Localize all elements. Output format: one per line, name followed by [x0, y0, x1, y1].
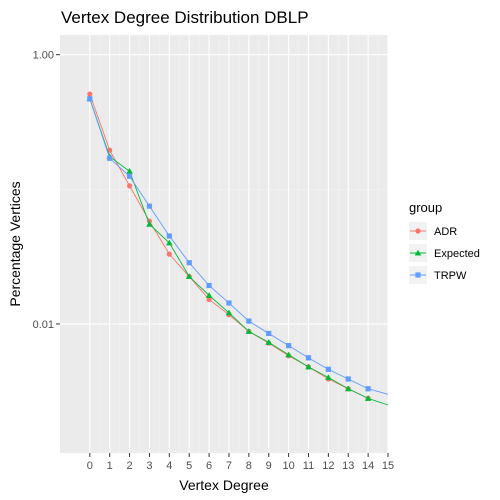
- data-point-trpw: [345, 376, 351, 382]
- data-point-expected: [225, 309, 233, 316]
- data-point-trpw: [206, 282, 212, 289]
- data-point-trpw: [305, 355, 312, 361]
- y-tick-label: 1.00: [33, 50, 54, 62]
- x-tick-label: 14: [362, 460, 374, 472]
- data-point-expected: [325, 374, 332, 380]
- data-point-adr: [87, 91, 93, 97]
- data-point-expected: [185, 273, 193, 279]
- y-axis-ticks: 1.00 0.01: [33, 50, 60, 331]
- x-tick-label: 0: [87, 460, 93, 472]
- x-tick-label: 10: [282, 460, 294, 472]
- data-point-expected: [364, 395, 372, 401]
- legend-label: Expected: [434, 248, 480, 260]
- data-point-trpw: [325, 366, 331, 372]
- data-point-trpw: [365, 386, 371, 392]
- series-layer: [86, 91, 389, 406]
- data-point-expected: [265, 339, 273, 345]
- data-point-trpw: [126, 173, 133, 179]
- data-point-trpw: [87, 96, 93, 102]
- x-tick-label: 6: [206, 460, 212, 472]
- data-point-trpw: [107, 155, 113, 161]
- y-axis-title: Percentage Vertices: [7, 181, 23, 306]
- x-tick-label: 13: [342, 460, 354, 472]
- data-point-trpw: [166, 233, 172, 239]
- legend-item-expected: Expected: [409, 244, 480, 262]
- x-tick-label: 8: [246, 460, 252, 472]
- data-point-expected: [305, 363, 312, 370]
- series-line-expected: [89, 98, 389, 406]
- x-tick-label: 2: [127, 460, 133, 472]
- data-point-adr: [166, 251, 172, 257]
- legend-item-adr: ADR: [409, 222, 457, 240]
- legend-key-marker: [414, 249, 422, 256]
- data-point-expected: [146, 220, 153, 227]
- data-point-expected: [245, 328, 253, 334]
- x-tick-label: 7: [226, 460, 232, 472]
- plot-panel: [60, 35, 388, 453]
- x-axis-ticks: 0 1 2 3 4 5 6 7 8 9 10 11 12 13 14 15: [87, 453, 394, 472]
- series-line-trpw: [89, 98, 389, 395]
- data-point-trpw: [246, 318, 252, 324]
- data-point-adr: [206, 296, 212, 303]
- legend-label: TRPW: [434, 270, 467, 282]
- data-point-expected: [344, 385, 352, 392]
- x-tick-label: 4: [166, 460, 172, 472]
- legend-key-marker: [415, 228, 421, 234]
- legend-key-marker: [415, 272, 421, 278]
- legend-item-trpw: TRPW: [409, 266, 467, 284]
- data-point-expected: [126, 168, 133, 174]
- data-point-trpw: [286, 343, 292, 349]
- x-tick-label: 1: [107, 460, 113, 472]
- chart-title: Vertex Degree Distribution DBLP: [61, 8, 309, 27]
- x-tick-label: 11: [303, 460, 314, 472]
- series-trpw: [87, 96, 389, 395]
- data-point-trpw: [146, 203, 153, 209]
- x-tick-label: 9: [266, 460, 272, 472]
- data-point-expected: [166, 239, 173, 246]
- data-point-expected: [285, 351, 292, 358]
- gridlines: [60, 35, 389, 453]
- x-tick-label: 15: [382, 460, 394, 472]
- x-tick-label: 5: [186, 460, 192, 472]
- x-tick-label: 12: [322, 460, 334, 472]
- data-point-adr: [126, 183, 133, 189]
- x-axis-title: Vertex Degree: [179, 477, 269, 493]
- data-point-trpw: [266, 330, 272, 337]
- legend-title: group: [409, 200, 442, 215]
- legend-label: ADR: [434, 226, 457, 238]
- legend: group ADR Expected TRPW: [409, 200, 480, 284]
- data-point-expected: [205, 292, 213, 298]
- x-tick-label: 3: [146, 460, 152, 472]
- y-tick-label: 0.01: [33, 319, 54, 331]
- data-point-trpw: [186, 260, 192, 266]
- data-point-trpw: [226, 300, 232, 306]
